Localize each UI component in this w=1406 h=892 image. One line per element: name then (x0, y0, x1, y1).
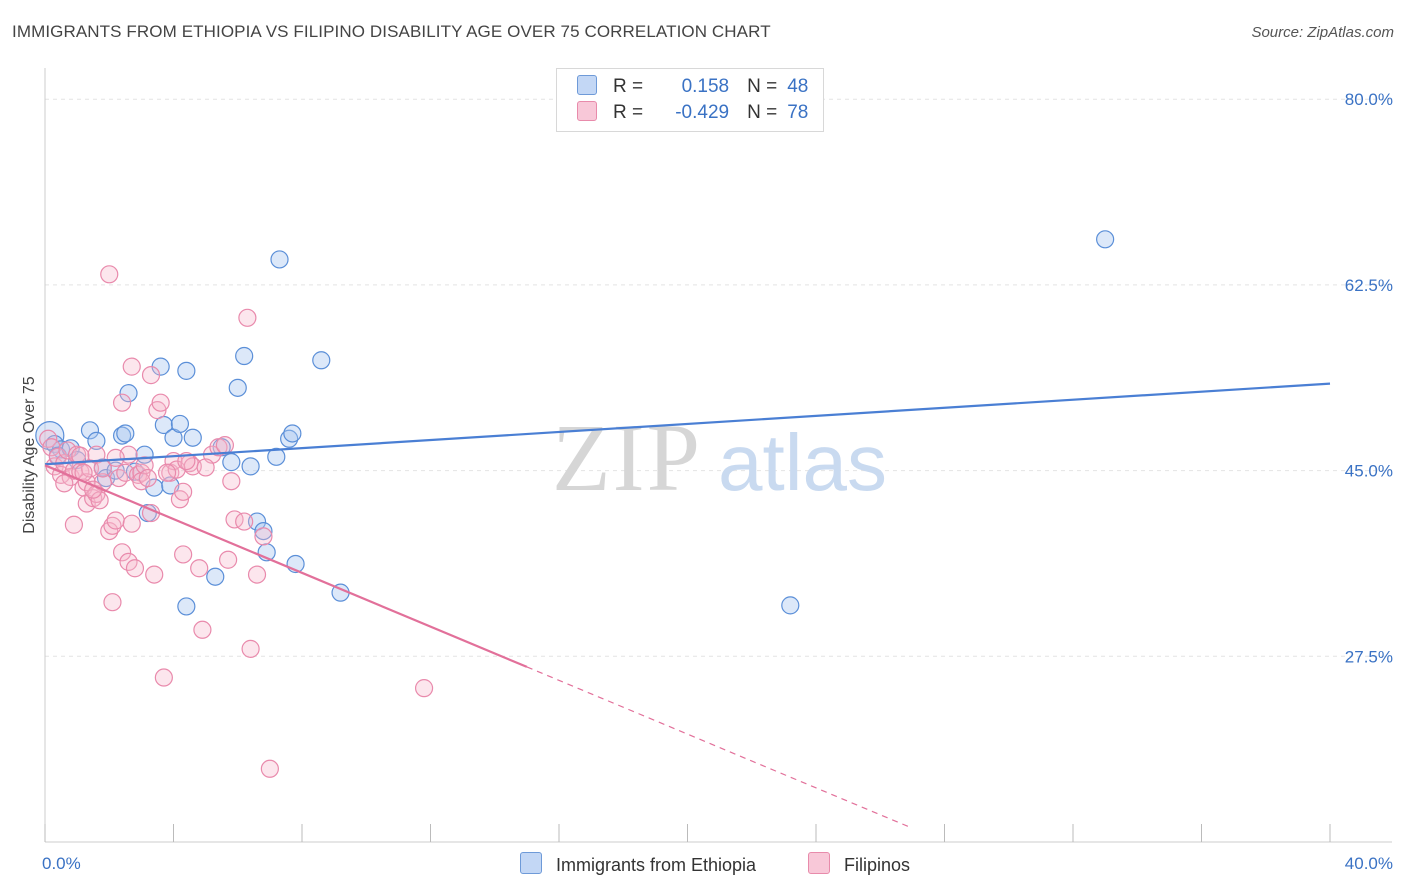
ethiopia-point (781, 596, 800, 615)
ethiopia-point (183, 428, 202, 447)
filipinos-point (241, 639, 260, 658)
swatch-filipinos (577, 101, 597, 121)
ethiopia-point (283, 424, 302, 443)
watermark-atlas: atlas (718, 418, 887, 507)
legend-r-value: 0.158 (681, 76, 730, 97)
filipinos-point (177, 451, 196, 471)
filipinos-point (122, 514, 141, 533)
correlation-legend: R = 0.158 N = 48 R = -0.429 N = 78 (556, 68, 824, 132)
ethiopia-point (112, 426, 132, 445)
filipinos-point (193, 620, 212, 639)
filipinos-point (260, 759, 279, 778)
y-tick-labels: 27.5% 45.0% 62.5% 80.0% (1345, 90, 1393, 666)
ethiopia-point (267, 447, 286, 466)
x-tick-label-min: 0.0% (42, 854, 81, 873)
legend-r-label: R = (613, 102, 644, 123)
filipinos-point (196, 458, 215, 477)
watermark-zip: ZIP (552, 404, 702, 511)
ethiopia-point (254, 521, 273, 541)
y-tick-label: 27.5% (1345, 647, 1393, 666)
legend-n-label: N = (747, 76, 778, 97)
ethiopia-trend-line (44, 382, 1331, 466)
legend-n-label: N = (747, 102, 778, 123)
filipinos-point (235, 512, 254, 531)
filipinos-point (141, 366, 161, 385)
filipinos-point (100, 265, 119, 284)
filipinos-point (106, 448, 125, 467)
filipinos-point (190, 559, 209, 578)
chart-title: IMMIGRANTS FROM ETHIOPIA VS FILIPINO DIS… (12, 22, 771, 41)
ethiopia-point (119, 384, 138, 403)
ethiopia-point (206, 567, 225, 586)
legend-row-filipinos: R = -0.429 N = 78 (577, 101, 808, 125)
bottom-legend-label: Filipinos (844, 855, 911, 875)
filipinos-point (122, 357, 141, 376)
filipinos-point (238, 308, 257, 327)
filipinos-point (138, 468, 157, 488)
trend-lines (44, 382, 1331, 829)
filipinos-point (112, 393, 132, 412)
ethiopia-point (280, 429, 299, 448)
ethiopia-point (80, 421, 100, 440)
filipinos-point (64, 515, 84, 534)
filipinos-point (106, 511, 125, 530)
ethiopia-point (241, 457, 260, 476)
ethiopia-point (177, 361, 196, 380)
ethiopia-point (177, 597, 196, 616)
filipinos-point (222, 472, 241, 491)
legend-n-value: 78 (787, 102, 809, 123)
filipinos-point (154, 668, 173, 687)
grid-lines (45, 98, 1392, 657)
filipinos-point (103, 593, 122, 612)
filipinos-point (112, 543, 132, 562)
swatch-ethiopia (577, 75, 597, 95)
filipinos-point (90, 491, 109, 510)
filipinos-point (219, 550, 238, 569)
series-ethiopia-points (35, 230, 1115, 616)
filipinos-point (174, 545, 193, 564)
bottom-legend-label: Immigrants from Ethiopia (556, 855, 757, 875)
y-tick-label: 45.0% (1345, 462, 1393, 481)
y-axis-label: Disability Age Over 75 (21, 376, 38, 534)
x-tick-label-max: 40.0% (1345, 854, 1393, 873)
y-tick-label: 80.0% (1345, 90, 1393, 109)
series-filipinos-points (39, 265, 434, 778)
filipinos-point (55, 474, 74, 493)
legend-n-value: 48 (787, 76, 809, 97)
ethiopia-point (312, 351, 331, 370)
filipinos-point (254, 527, 273, 546)
filipinos-trend-extension (526, 666, 913, 829)
axes (44, 68, 1392, 843)
ethiopia-point (222, 453, 241, 472)
swatch-ethiopia (520, 852, 542, 874)
ethiopia-point (116, 424, 135, 443)
y-tick-label: 62.5% (1345, 276, 1393, 295)
bottom-legend-filipinos: Filipinos (808, 852, 910, 876)
legend-r-value: -0.429 (675, 102, 730, 123)
legend-row-ethiopia: R = 0.158 N = 48 (577, 75, 808, 99)
ethiopia-point (87, 431, 106, 450)
filipinos-point (215, 436, 234, 455)
swatch-filipinos (808, 852, 830, 874)
ethiopia-point (270, 250, 289, 269)
filipinos-point (125, 559, 145, 578)
filipinos-point (174, 482, 193, 501)
filipinos-point (145, 565, 164, 584)
ethiopia-point (235, 346, 254, 366)
bottom-legend-ethiopia: Immigrants from Ethiopia (520, 852, 756, 876)
filipinos-trend-line (44, 464, 528, 668)
filipinos-point (157, 463, 177, 482)
filipinos-point (247, 565, 267, 584)
filipinos-point (103, 516, 122, 535)
source-label: Source: ZipAtlas.com (1251, 24, 1394, 41)
x-tick-labels: 0.0% 40.0% (42, 854, 1393, 873)
filipinos-point (151, 393, 170, 412)
ethiopia-point (1096, 230, 1115, 249)
ethiopia-point (228, 378, 247, 397)
filipinos-point (100, 521, 119, 541)
ethiopia-point (170, 414, 190, 434)
filipinos-point (414, 679, 434, 698)
legend-r-label: R = (613, 76, 644, 97)
